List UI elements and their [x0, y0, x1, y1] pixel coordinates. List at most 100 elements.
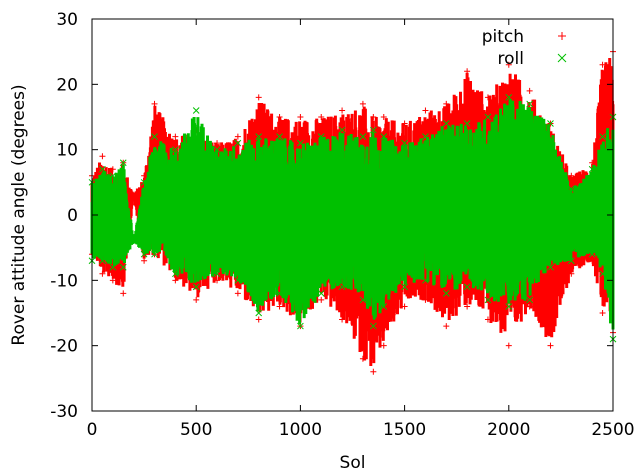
roll-point	[140, 250, 148, 258]
pitch-point	[339, 316, 346, 323]
roll-point	[192, 107, 200, 114]
roll-point	[234, 276, 242, 284]
roll-point	[130, 237, 138, 245]
pitch-point	[526, 303, 533, 310]
roll-point	[505, 94, 513, 101]
pitch-point	[214, 140, 221, 147]
roll-point	[234, 139, 242, 147]
pitch-point	[505, 61, 512, 68]
pitch-point	[120, 290, 127, 297]
roll-point	[588, 250, 596, 258]
pitch-point	[547, 342, 554, 349]
roll-point	[213, 146, 221, 154]
roll-point	[380, 303, 388, 310]
pitch-point	[130, 192, 137, 199]
pitch-point	[599, 61, 606, 68]
roll-point	[588, 165, 596, 173]
pitch-point	[526, 87, 533, 94]
roll-point	[442, 290, 450, 297]
pitch-point	[401, 120, 408, 127]
legend-marker-roll	[557, 53, 567, 63]
roll-point	[359, 296, 367, 304]
pitch-point	[214, 277, 221, 284]
roll-point	[369, 126, 377, 134]
roll-point	[567, 185, 575, 193]
pitch-point	[99, 153, 106, 160]
roll-point	[401, 283, 408, 291]
x-tick-label: 2500	[591, 420, 634, 440]
roll-point	[317, 133, 325, 140]
roll-point	[484, 296, 492, 304]
roll-point	[140, 178, 148, 186]
pitch-point	[109, 277, 116, 284]
pitch-point	[464, 68, 471, 75]
roll-point	[547, 263, 554, 271]
legend-label-roll: roll	[498, 49, 524, 69]
pitch-point	[370, 368, 377, 375]
y-tick-label: -10	[50, 271, 78, 291]
roll-point	[109, 263, 117, 271]
y-tick-label: 20	[56, 75, 78, 95]
legend-label-pitch: pitch	[482, 27, 524, 47]
roll-point	[255, 133, 263, 140]
roll-point	[526, 296, 533, 304]
pitch-point	[443, 100, 450, 107]
pitch-point	[151, 100, 158, 107]
roll-point	[442, 120, 450, 127]
pitch-point	[255, 94, 262, 101]
y-tick-label: 0	[67, 206, 78, 226]
x-tick-label: 2000	[487, 420, 530, 440]
x-axis-label: Sol	[340, 453, 366, 473]
pitch-point	[99, 270, 106, 277]
pitch-point	[401, 303, 408, 310]
pitch-point	[589, 257, 596, 264]
roll-point	[422, 133, 429, 140]
y-tick-label: 30	[56, 10, 78, 30]
pitch-point	[443, 323, 450, 330]
roll-point	[151, 250, 158, 258]
pitch-point	[141, 172, 148, 179]
pitch-point	[464, 303, 471, 310]
pitch-point	[380, 114, 387, 120]
roll-point	[463, 120, 471, 127]
roll-point	[276, 133, 283, 140]
data-marks	[88, 48, 617, 375]
roll-point	[172, 146, 179, 154]
x-tick-label: 1000	[279, 420, 322, 440]
pitch-point	[589, 159, 596, 166]
roll-point	[255, 309, 263, 317]
roll-point	[505, 303, 513, 310]
x-tick-label: 0	[87, 420, 98, 440]
pitch-point	[276, 303, 283, 310]
roll-point	[380, 133, 388, 140]
legend: pitch roll	[482, 27, 567, 69]
pitch-point	[599, 310, 606, 316]
y-tick-label: 10	[56, 141, 78, 161]
y-axis-label: Rover attitude angle (degrees)	[9, 84, 29, 345]
pitch-point	[172, 277, 179, 284]
roll-point	[276, 290, 283, 297]
pitch-point	[234, 290, 241, 297]
y-tick-label: -30	[50, 402, 78, 422]
pitch-point	[568, 270, 575, 277]
roll-point	[338, 283, 346, 291]
pitch-point	[484, 94, 491, 101]
roll-point	[463, 283, 471, 291]
series-roll	[88, 94, 617, 343]
roll-point	[599, 270, 606, 278]
pitch-point	[339, 107, 346, 114]
pitch-point	[484, 316, 491, 323]
roll-point	[359, 133, 367, 140]
pitch-point	[276, 114, 283, 120]
roll-point	[172, 270, 179, 278]
pitch-point	[234, 133, 241, 140]
roll-point	[484, 113, 492, 121]
roll-point	[422, 276, 429, 284]
pitch-point	[109, 166, 116, 173]
roll-point	[547, 120, 554, 127]
roll-point	[99, 165, 106, 173]
x-tick-label: 1500	[383, 420, 426, 440]
roll-point	[192, 283, 200, 291]
pitch-point	[380, 342, 387, 349]
